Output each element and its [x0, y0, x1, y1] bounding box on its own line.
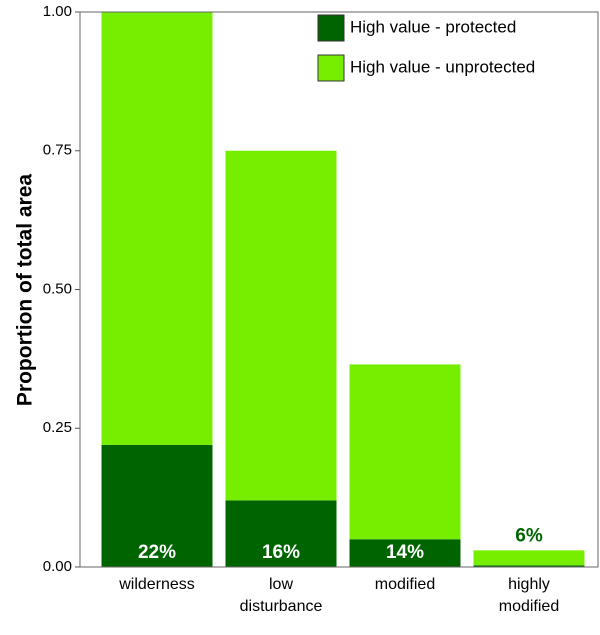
bar-segment [473, 550, 585, 566]
bar-annotation: 14% [386, 542, 424, 563]
y-tick-label: 0.00 [43, 558, 72, 575]
plot-frame [79, 11, 599, 568]
x-tick-label: disturbance [240, 598, 323, 615]
bar-segment [473, 565, 585, 567]
x-tick-label: low [269, 576, 293, 593]
bar-segment [349, 364, 461, 540]
bar-segment [101, 12, 213, 445]
bar-segment [225, 150, 337, 501]
bar-annotation: 22% [138, 542, 176, 563]
legend-swatch [317, 14, 345, 42]
bar-segment [101, 444, 213, 567]
y-tick-label: 0.25 [43, 419, 72, 436]
legend-label: High value - unprotected [350, 57, 535, 76]
legend-label: High value - protected [350, 17, 516, 36]
legend-swatch [317, 54, 345, 82]
y-tick-label: 0.75 [43, 142, 72, 159]
bar-segment [349, 539, 461, 567]
bar-segment [225, 500, 337, 567]
bar-annotation: 6% [515, 525, 543, 546]
y-tick-label: 1.00 [43, 3, 72, 20]
y-axis-label: Proportion of total area [14, 174, 37, 407]
x-tick-label: modified [499, 598, 559, 615]
x-tick-label: highly [508, 576, 550, 593]
y-tick-label: 0.50 [43, 280, 72, 297]
x-tick-label: wilderness [118, 576, 195, 593]
bar-annotation: 16% [262, 542, 300, 563]
x-tick-label: modified [375, 576, 435, 593]
